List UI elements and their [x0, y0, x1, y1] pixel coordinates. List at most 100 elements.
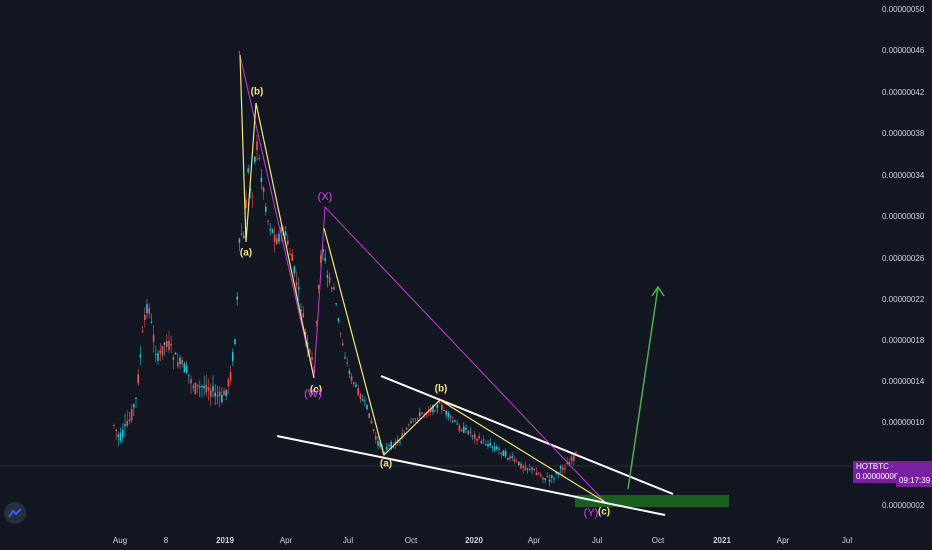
candle-body	[526, 468, 529, 470]
projection-arrow	[627, 286, 659, 490]
candle-body	[177, 362, 179, 367]
annotations	[238, 50, 729, 516]
candle-body	[399, 441, 401, 443]
candle-body	[570, 456, 573, 461]
candle-body	[353, 382, 355, 385]
candle-body	[504, 451, 507, 457]
candle-body	[520, 463, 522, 469]
candle-body	[469, 431, 472, 433]
candle-body	[117, 434, 120, 438]
candle-body	[493, 446, 496, 451]
candle-body	[524, 466, 527, 470]
candle-body	[346, 362, 348, 364]
candle-body	[293, 266, 296, 274]
x-tick-label: Jul	[342, 536, 354, 545]
yellow-wave-2	[323, 227, 606, 503]
candle-body	[229, 372, 232, 381]
candle-body	[243, 235, 245, 239]
candle-body	[364, 400, 366, 402]
candle-body	[478, 436, 480, 439]
candle-body	[544, 478, 546, 480]
candle-body	[366, 404, 368, 410]
candle-body	[438, 402, 441, 404]
symbol-label: HOTBTC	[856, 462, 889, 471]
candle-body	[414, 418, 417, 420]
candle-body	[370, 420, 373, 424]
candle-body	[201, 385, 203, 388]
candle-body	[122, 429, 124, 438]
candle-body	[214, 392, 216, 397]
y-tick-label: 0.00000010	[882, 418, 925, 427]
candle-body	[357, 388, 359, 395]
candle-body	[491, 446, 494, 448]
candle-body	[388, 445, 390, 447]
candle-body	[298, 287, 300, 290]
candle-body	[194, 382, 197, 395]
candle-body	[234, 339, 236, 344]
candle-body	[119, 432, 122, 442]
candle-body	[430, 408, 432, 413]
x-tick-label: Apr	[527, 536, 541, 545]
x-tick-label: 8	[163, 536, 169, 545]
candle-body	[522, 465, 524, 468]
candle-body	[210, 390, 212, 397]
candle-body	[302, 313, 304, 318]
candle-body	[529, 469, 531, 471]
candle-body	[113, 424, 115, 426]
candle-body	[390, 442, 392, 449]
wave-label: (X)	[317, 191, 333, 203]
last-price-label: 0.00000006	[856, 472, 899, 481]
candle-body	[518, 461, 520, 465]
candle-body	[489, 442, 491, 446]
candle-body	[485, 444, 487, 446]
candle-body	[216, 395, 219, 397]
candle-body	[192, 386, 194, 388]
candle-body	[410, 421, 412, 423]
candle-body	[295, 282, 298, 286]
x-tick-label: Jul	[841, 536, 853, 545]
candle-body	[419, 412, 421, 417]
candle-body	[130, 409, 133, 421]
candle-body	[322, 249, 324, 253]
candle-body	[515, 460, 518, 462]
magenta-wave-line	[238, 50, 606, 503]
x-tick-label: Apr	[279, 536, 293, 545]
candle-body	[269, 228, 271, 231]
candle-body	[368, 413, 370, 418]
candle-body	[463, 426, 465, 433]
candle-body	[537, 473, 540, 475]
upper-trendline	[380, 375, 674, 495]
tradingview-logo-icon[interactable]	[4, 502, 26, 524]
candle-body	[531, 467, 533, 470]
candle-body	[168, 340, 170, 351]
candle-body	[511, 456, 513, 458]
candle-body	[183, 363, 186, 373]
y-tick-label: 0.00000046	[882, 46, 925, 55]
candle-body	[276, 238, 278, 245]
candle-body	[449, 415, 452, 418]
lower-trendline	[276, 435, 666, 516]
y-tick-label: 0.00000042	[882, 88, 925, 97]
yellow-wave-1	[239, 54, 315, 379]
candle-body	[240, 233, 243, 235]
candle-body	[542, 477, 544, 480]
candle-body	[251, 196, 254, 198]
candle-body	[460, 429, 463, 432]
candle-body	[150, 321, 153, 323]
candle-body	[348, 370, 351, 374]
wave-label: (a)	[379, 458, 393, 470]
candle-body	[372, 429, 375, 431]
candle-body	[185, 365, 188, 373]
candle-body	[124, 424, 126, 427]
candle-body	[284, 231, 287, 236]
candle-body	[471, 435, 474, 437]
y-tick-label: 0.00000002	[882, 501, 925, 510]
candle-body	[432, 405, 434, 412]
y-tick-label: 0.00000014	[882, 377, 925, 386]
candle-body	[548, 479, 551, 482]
candle-body	[443, 409, 445, 411]
candle-body	[344, 357, 346, 359]
wave-label: (b)	[250, 86, 264, 98]
candle-body	[157, 353, 159, 361]
